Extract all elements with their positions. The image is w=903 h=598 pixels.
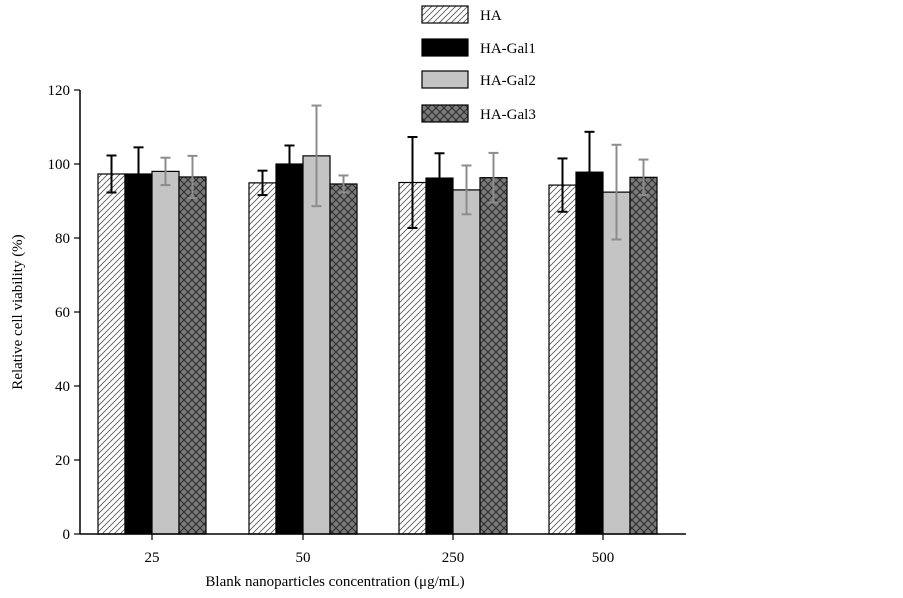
bar-ha-250 bbox=[398, 181, 427, 535]
bar-ha-25 bbox=[97, 173, 126, 535]
bar-ha-gal3-50 bbox=[329, 183, 358, 535]
series-ha-gal3 bbox=[178, 151, 658, 535]
bar-ha-gal1-50 bbox=[275, 163, 304, 535]
legend-swatch bbox=[421, 38, 469, 57]
legend-item-ha: HA bbox=[421, 5, 502, 24]
bar-ha-gal2-50 bbox=[302, 155, 331, 535]
y-axis-title: Relative cell viability (%) bbox=[10, 234, 26, 389]
bar-ha-gal1-250 bbox=[425, 177, 454, 535]
series-ha-gal1 bbox=[124, 130, 604, 535]
bar-ha-gal1-25 bbox=[124, 173, 153, 535]
x-tick-label: 50 bbox=[296, 550, 311, 566]
y-tick-label: 80 bbox=[55, 231, 70, 247]
y-axis-ticks: 0 20 40 60 80 100 120 bbox=[48, 83, 80, 543]
bar-ha-500 bbox=[548, 184, 577, 535]
legend-label: HA-Gal3 bbox=[480, 107, 536, 123]
x-tick-label: 250 bbox=[442, 550, 465, 566]
y-tick-label: 60 bbox=[55, 305, 70, 321]
legend: HA HA-Gal1 HA-Gal2 HA-Gal3 bbox=[421, 5, 536, 123]
bar-ha-gal3-250 bbox=[479, 177, 508, 535]
x-tick-label: 500 bbox=[592, 550, 615, 566]
legend-item-ha-gal3: HA-Gal3 bbox=[421, 104, 536, 123]
y-tick-label: 20 bbox=[55, 453, 70, 469]
plot-area bbox=[97, 104, 658, 535]
x-axis-ticks: 25 50 250 500 bbox=[145, 534, 615, 566]
y-tick-label: 120 bbox=[48, 83, 71, 99]
y-tick-label: 40 bbox=[55, 379, 70, 395]
y-tick-label: 100 bbox=[48, 157, 71, 173]
legend-label: HA-Gal1 bbox=[480, 41, 536, 57]
bar-ha-gal1-500 bbox=[575, 171, 604, 535]
bar-ha-gal3-25 bbox=[178, 176, 207, 535]
legend-label: HA-Gal2 bbox=[480, 73, 536, 89]
bar-ha-gal2-500 bbox=[602, 191, 631, 535]
legend-item-ha-gal2: HA-Gal2 bbox=[421, 70, 536, 89]
legend-item-ha-gal1: HA-Gal1 bbox=[421, 38, 536, 57]
legend-swatch bbox=[421, 70, 469, 89]
bar-ha-gal3-500 bbox=[629, 176, 658, 535]
bar-ha-gal2-250 bbox=[452, 189, 481, 535]
x-tick-label: 25 bbox=[145, 550, 160, 566]
bar-ha-gal2-25 bbox=[151, 170, 180, 535]
y-tick-label: 0 bbox=[63, 527, 71, 543]
bar-ha-50 bbox=[248, 182, 277, 535]
legend-swatch bbox=[421, 5, 469, 24]
legend-swatch bbox=[421, 104, 469, 123]
legend-label: HA bbox=[480, 8, 502, 24]
series-ha-gal2 bbox=[151, 104, 631, 535]
x-axis-title: Blank nanoparticles concentration (μg/mL… bbox=[205, 574, 464, 590]
